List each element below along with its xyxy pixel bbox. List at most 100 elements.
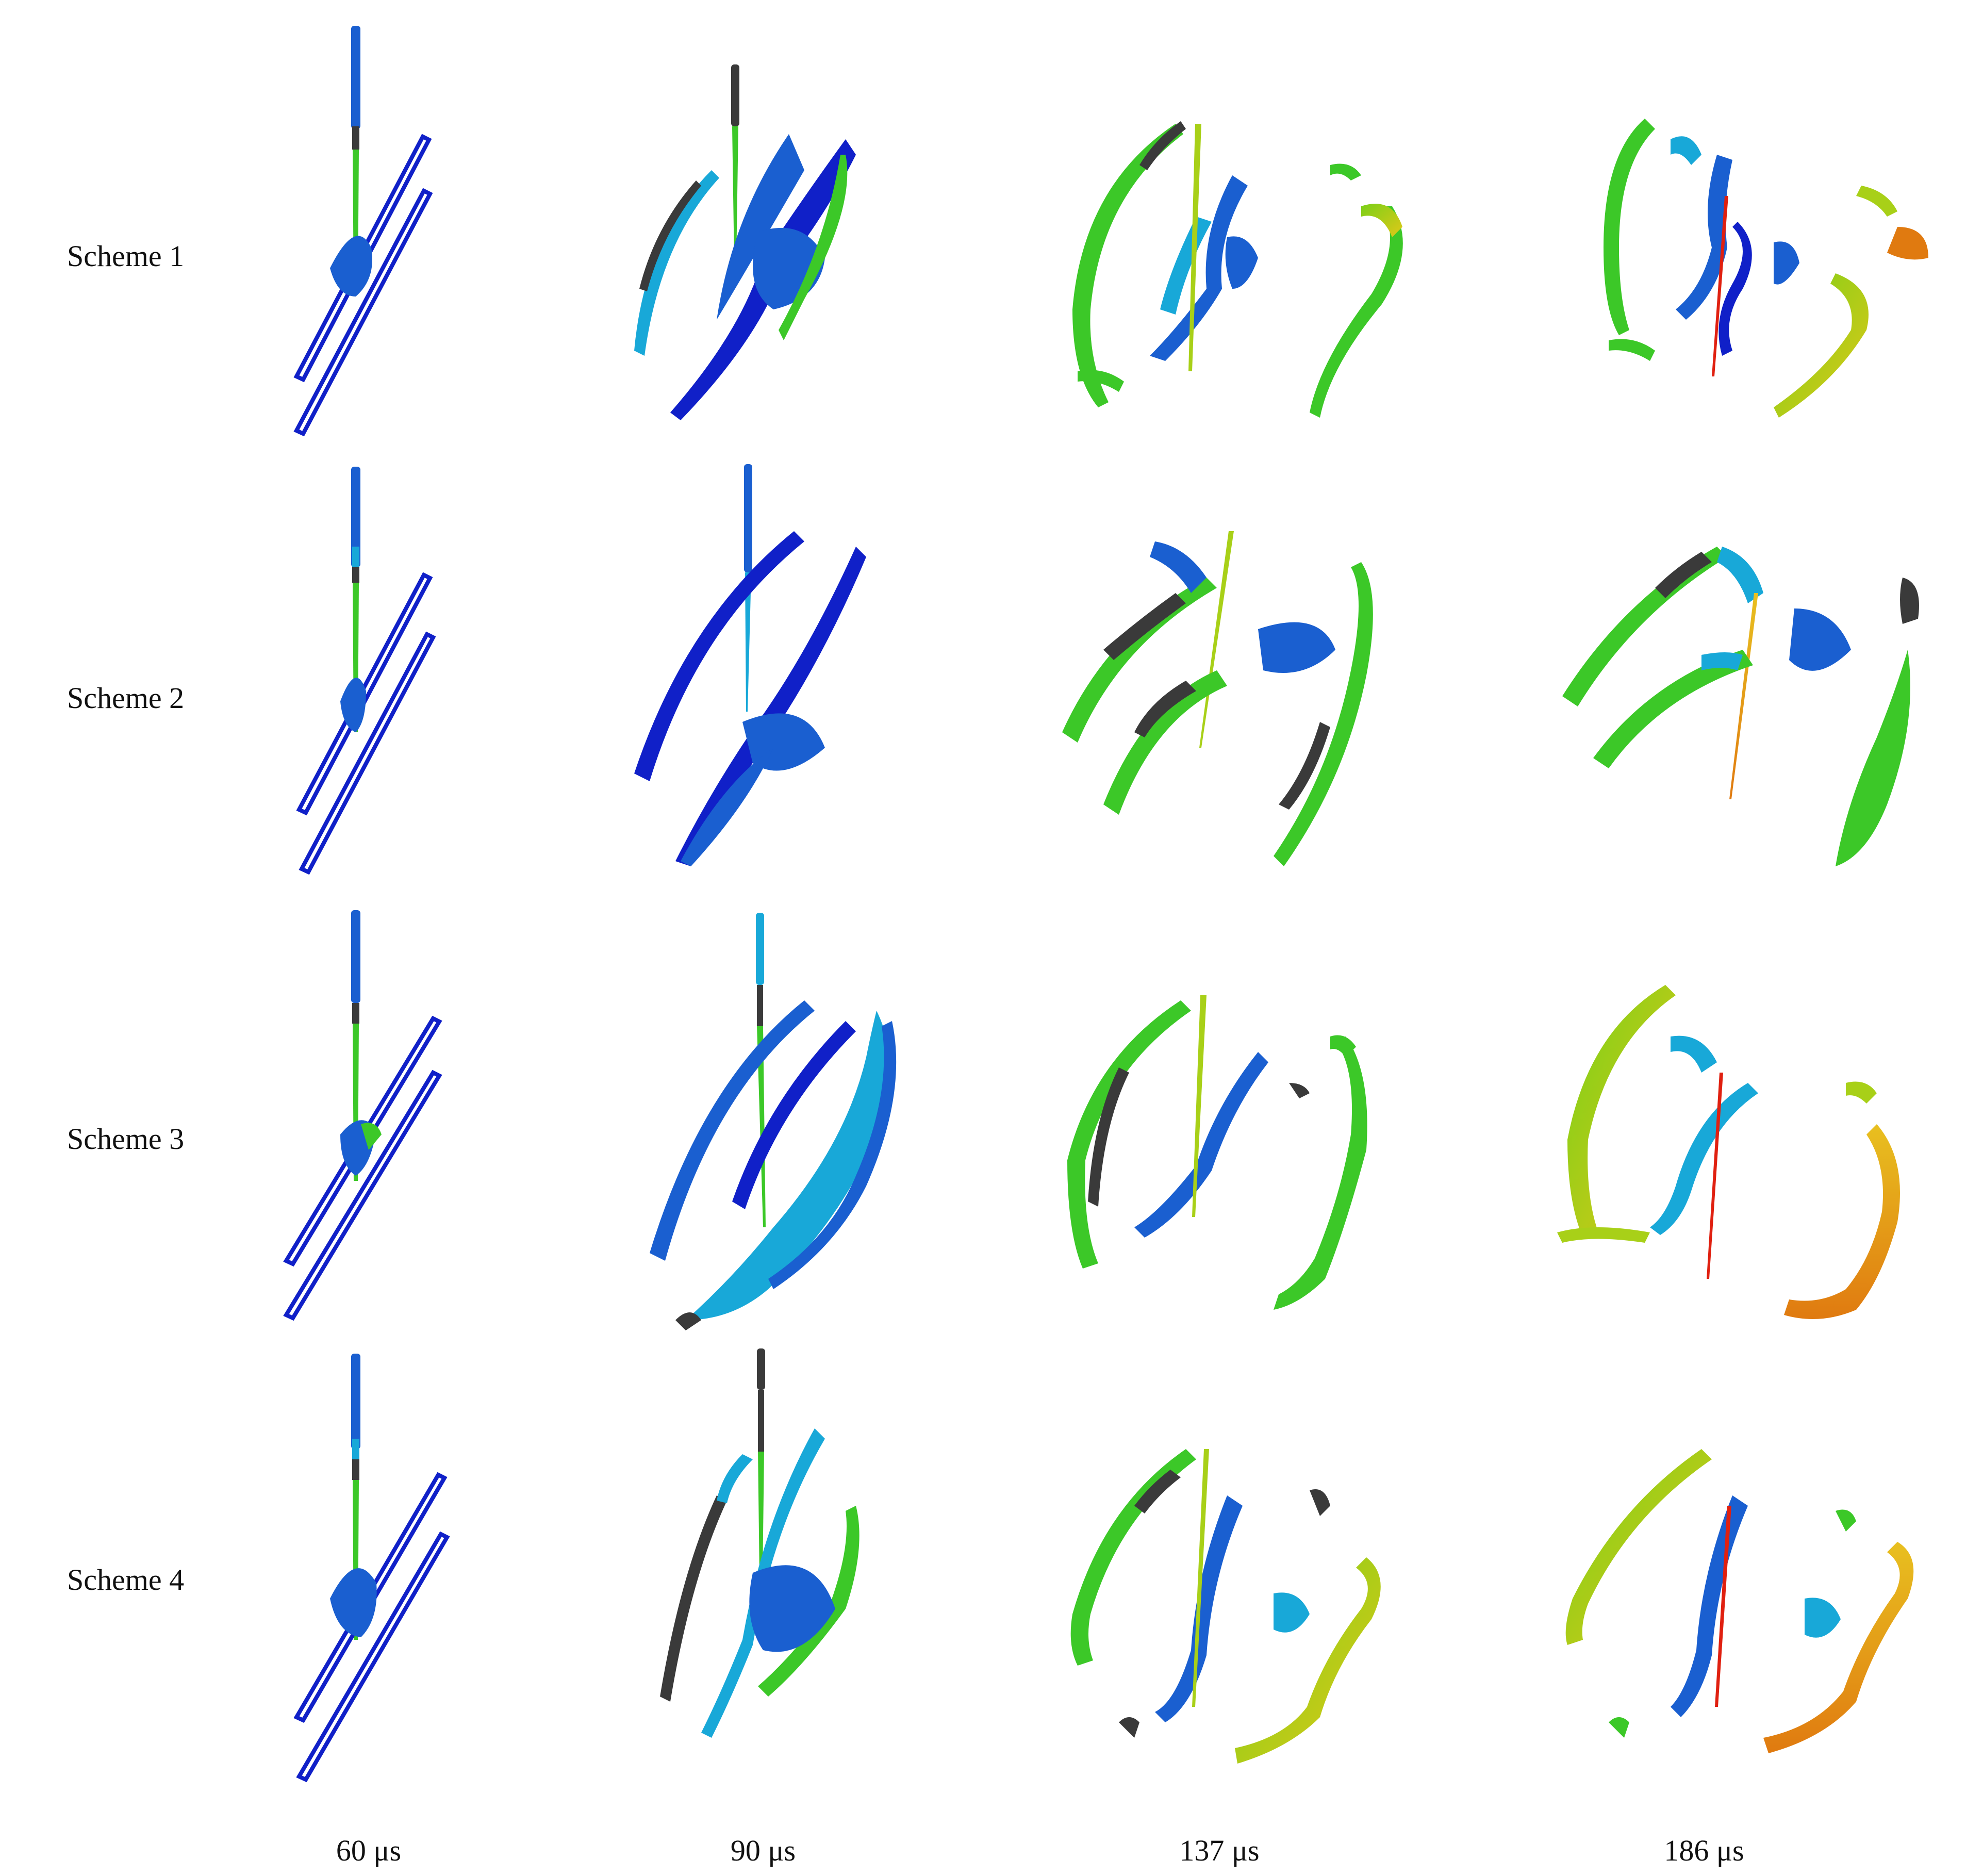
- projectile-rod-tail: [352, 1459, 359, 1480]
- fragment-mid-blue: [1774, 241, 1799, 285]
- fragment-lower-dark: [1134, 681, 1196, 737]
- fragment-mid-dark: [1289, 1083, 1310, 1098]
- projectile-rod: [731, 64, 739, 126]
- debris-plume: [742, 713, 825, 771]
- fragment-left-arc: [1070, 1449, 1196, 1666]
- fragment-upper-arc: [1062, 578, 1217, 743]
- penetrator: [1729, 593, 1758, 799]
- projectile-rod-tail: [757, 985, 763, 1026]
- projectile-rod-tail: [352, 1003, 359, 1024]
- fragment-right-blue: [1274, 1592, 1310, 1633]
- fragment-right-tip: [1330, 1035, 1356, 1057]
- fragment-center-cyan: [1671, 136, 1701, 165]
- fragment-lower-cyan: [1701, 652, 1743, 670]
- plate-fragment-rear-edge: [768, 1021, 897, 1289]
- fragment-right-tip: [1836, 1509, 1856, 1532]
- debris-cloud: [749, 1565, 835, 1652]
- target-plate-2: [299, 631, 436, 875]
- snapshot-scheme4-137us: [1070, 1449, 1381, 1764]
- fragment-center-blue: [1650, 1083, 1758, 1235]
- projectile-rod: [757, 1348, 765, 1390]
- projectile-penetrator: [745, 572, 751, 712]
- fragment-left-arc: [1604, 119, 1655, 335]
- fragment-upper-dark: [1655, 552, 1712, 598]
- snapshot-scheme2-60us: [296, 467, 436, 875]
- plate-fragment-rear: [675, 547, 866, 866]
- snapshot-scheme4-60us: [293, 1354, 450, 1783]
- plate-fragment-front: [634, 531, 804, 781]
- fragment-left-arc: [1072, 124, 1183, 407]
- plate-fragment-front: [634, 170, 719, 356]
- fragment-right-blue: [1789, 608, 1851, 671]
- snapshot-scheme2-186us: [1562, 547, 1919, 866]
- projectile-penetrator: [757, 1026, 766, 1227]
- projectile-rod: [756, 913, 764, 985]
- target-plate-2: [283, 1069, 442, 1321]
- fragment-left-dark: [1139, 121, 1186, 170]
- fragment-right-arc: [1774, 273, 1869, 418]
- fragment-upper-arc: [1562, 547, 1727, 706]
- fragment-bottom-left: [1609, 339, 1655, 361]
- fragment-left-arc: [1565, 1449, 1712, 1645]
- penetrator: [1199, 531, 1234, 748]
- fragment-right-tip: [1887, 227, 1928, 260]
- fragment-left-dark: [1134, 1470, 1181, 1513]
- fragment-center-blue: [1671, 1495, 1748, 1717]
- snapshot-scheme3-60us: [283, 910, 442, 1321]
- target-plate-1: [293, 1472, 448, 1723]
- plate-fragment-front: [650, 1000, 815, 1261]
- penetrator: [1715, 1506, 1731, 1707]
- fragment-upper-blue: [1150, 541, 1207, 593]
- snapshot-scheme1-90us: [634, 64, 856, 420]
- snapshot-scheme1-186us: [1604, 119, 1928, 418]
- snapshot-scheme3-137us: [1067, 995, 1367, 1310]
- projectile-rod-mid: [352, 547, 359, 572]
- fragment-left-arc: [1067, 1000, 1191, 1269]
- fragment-right-arc: [1274, 1036, 1367, 1310]
- fragment-center-blue: [1676, 155, 1732, 320]
- fragment-center-wave: [1718, 222, 1752, 356]
- projectile-rod-mid: [352, 1439, 359, 1459]
- projectile-rod: [351, 26, 360, 129]
- target-plate-2: [296, 1531, 450, 1783]
- debris-tip: [675, 1312, 701, 1330]
- snapshot-scheme3-90us: [650, 913, 897, 1330]
- target-plate-1: [283, 1015, 442, 1267]
- fragment-bottom-left: [1609, 1717, 1629, 1738]
- snapshot-scheme3-186us: [1557, 985, 1900, 1319]
- fragment-right-arc: [1784, 1124, 1900, 1319]
- plate-fragment-front: [660, 1495, 727, 1702]
- projectile-rod: [744, 464, 752, 572]
- projectile-rod: [351, 1354, 360, 1449]
- fragment-center-blue: [1134, 1052, 1268, 1238]
- plate-fragment-front-dark: [639, 180, 701, 291]
- penetrator: [1707, 1073, 1723, 1279]
- col-label-137us: 137 μs: [1179, 1834, 1260, 1867]
- projectile-rod-tail: [352, 126, 359, 150]
- fragment-lower-arc: [1593, 650, 1753, 768]
- fragment-right-blue: [1805, 1598, 1841, 1638]
- projectile-rod: [351, 467, 360, 567]
- fragment-center: [1150, 175, 1248, 361]
- plate-fragment-front-cyan: [717, 1454, 753, 1503]
- fragment-right-blue: [1258, 622, 1335, 673]
- col-label-60us: 60 μs: [336, 1834, 402, 1867]
- plate-fragment-rear: [758, 1506, 860, 1697]
- target-plate-1: [293, 134, 432, 383]
- fragment-right-dark: [1310, 1489, 1330, 1516]
- row-label-scheme-3: Scheme 3: [67, 1122, 185, 1156]
- col-label-90us: 90 μs: [730, 1834, 796, 1867]
- bulge-plate-1: [330, 1568, 377, 1637]
- fragment-right-arc: [1310, 206, 1403, 418]
- bulge-plate-1: [330, 236, 372, 297]
- snapshot-scheme1-60us: [293, 26, 433, 437]
- target-plate-1: [296, 572, 433, 816]
- target-plate-2: [293, 188, 433, 437]
- fragment-right-debris: [1836, 650, 1910, 866]
- fragment-upper-cyan: [1717, 547, 1763, 603]
- snapshot-scheme4-90us: [660, 1348, 860, 1738]
- row-label-scheme-4: Scheme 4: [67, 1563, 185, 1597]
- fragment-left-dark: [1088, 1067, 1129, 1207]
- fragment-right-tall: [1274, 562, 1373, 866]
